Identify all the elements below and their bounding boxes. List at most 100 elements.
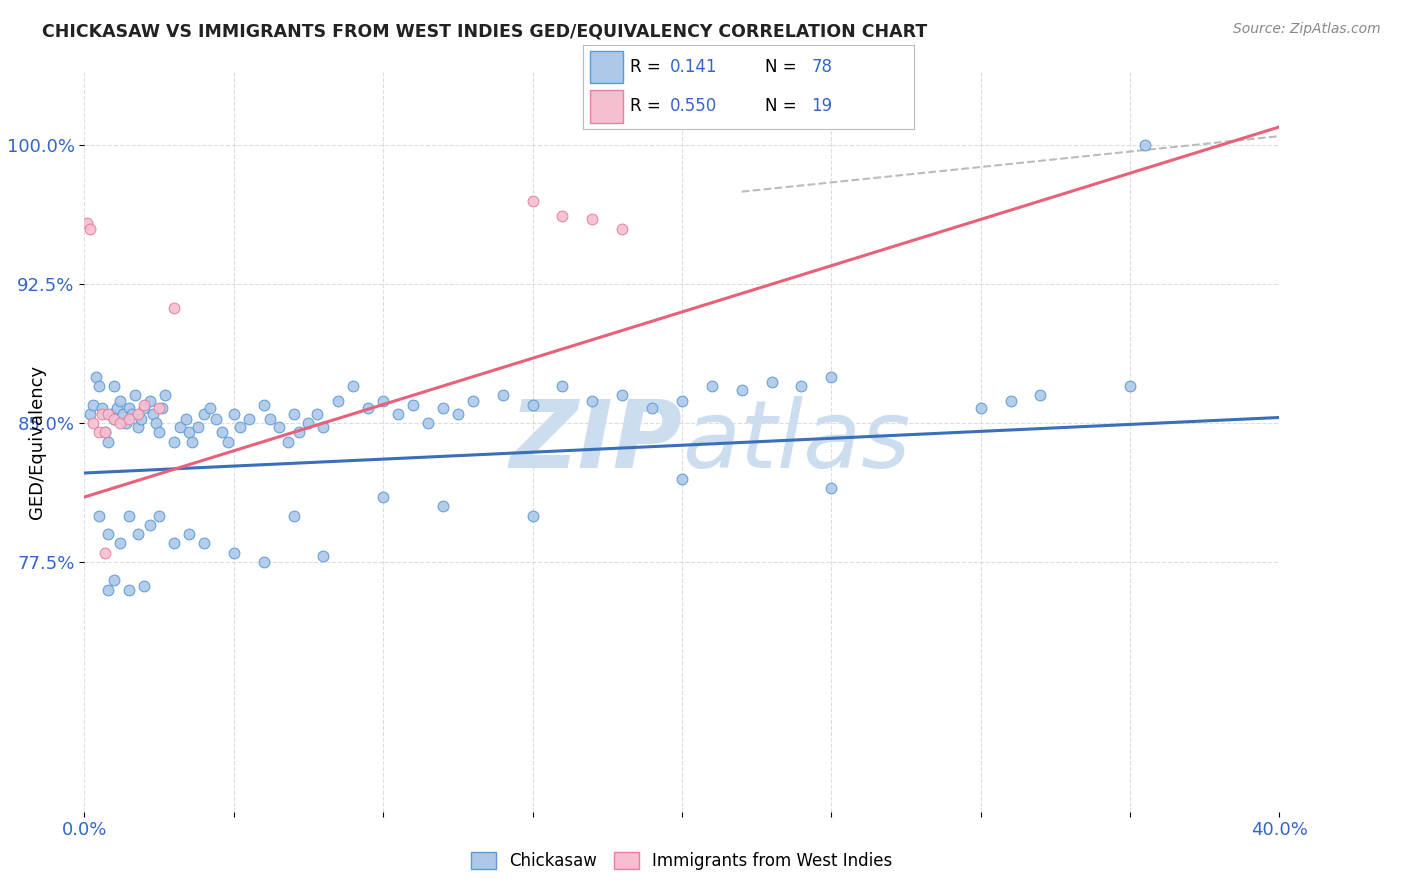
Point (127, 527, 149, 541)
Point (103, 379, 125, 393)
Point (94, 425, 117, 440)
Point (522, 194, 544, 208)
Text: N =: N = (765, 97, 801, 115)
Legend: Chickasaw, Immigrants from West Indies: Chickasaw, Immigrants from West Indies (471, 852, 893, 870)
Point (94, 545, 117, 559)
Point (328, 393, 350, 408)
Point (76, 216, 98, 230)
Point (129, 412, 152, 426)
Point (118, 508, 141, 523)
Text: atlas: atlas (682, 396, 910, 487)
Point (228, 419, 252, 434)
Point (132, 397, 156, 411)
Point (97, 434, 120, 449)
Point (1029, 388, 1052, 402)
Point (118, 412, 141, 426)
Point (110, 416, 132, 430)
Point (387, 407, 409, 421)
Point (761, 376, 783, 390)
Point (121, 407, 143, 421)
Point (103, 412, 125, 426)
Point (89, 425, 111, 440)
Point (193, 407, 215, 421)
Point (581, 393, 603, 408)
Point (312, 419, 335, 434)
Point (731, 383, 754, 397)
Point (612, 221, 634, 235)
Point (91, 407, 114, 421)
Point (522, 508, 544, 523)
Point (970, 401, 993, 416)
Point (193, 536, 215, 550)
Bar (591, 51, 623, 83)
Point (142, 407, 165, 421)
Point (461, 393, 484, 408)
Point (416, 416, 439, 430)
Point (373, 393, 395, 408)
Point (342, 379, 364, 393)
Point (820, 481, 842, 495)
Point (79, 407, 101, 421)
Text: 78: 78 (811, 58, 832, 76)
Point (105, 401, 128, 416)
Point (307, 407, 329, 421)
Point (118, 401, 141, 416)
Point (1119, 379, 1142, 393)
Point (205, 412, 228, 426)
Point (283, 407, 305, 421)
Point (163, 434, 186, 449)
Point (148, 401, 170, 416)
Point (267, 419, 290, 434)
Point (222, 407, 245, 421)
Point (211, 425, 233, 440)
Point (103, 412, 125, 426)
Point (283, 508, 305, 523)
Point (187, 419, 209, 434)
Point (148, 508, 170, 523)
Point (127, 419, 149, 434)
Text: CHICKASAW VS IMMIGRANTS FROM WEST INDIES GED/EQUIVALENCY CORRELATION CHART: CHICKASAW VS IMMIGRANTS FROM WEST INDIES… (42, 22, 928, 40)
Point (402, 397, 425, 411)
Point (177, 425, 200, 440)
Text: ZIP: ZIP (509, 395, 682, 488)
Text: GED/Equivalency: GED/Equivalency (28, 365, 45, 518)
Point (259, 412, 281, 426)
Point (820, 369, 842, 384)
Point (277, 434, 299, 449)
Point (174, 412, 197, 426)
Point (124, 388, 146, 402)
Point (790, 379, 813, 393)
Point (312, 549, 335, 564)
Point (1000, 393, 1022, 408)
Point (551, 379, 574, 393)
Point (79, 221, 101, 235)
Point (100, 407, 122, 421)
Point (612, 388, 634, 402)
Point (97, 527, 120, 541)
Point (103, 574, 125, 588)
Point (253, 555, 276, 569)
Point (150, 401, 173, 416)
Point (432, 500, 454, 514)
Bar (591, 90, 623, 122)
Point (97, 407, 120, 421)
Point (181, 434, 204, 449)
Point (641, 401, 664, 416)
Point (253, 397, 276, 411)
Point (522, 397, 544, 411)
Point (86, 369, 108, 384)
Point (217, 434, 239, 449)
Text: 0.550: 0.550 (669, 97, 717, 115)
Point (127, 407, 149, 421)
Point (447, 407, 470, 421)
Text: Source: ZipAtlas.com: Source: ZipAtlas.com (1233, 22, 1381, 37)
Point (145, 416, 167, 430)
Point (373, 490, 395, 504)
Point (581, 212, 603, 227)
Point (112, 407, 135, 421)
Point (91, 401, 114, 416)
Point (671, 471, 693, 485)
Point (1133, 138, 1156, 153)
Point (139, 393, 162, 408)
Point (169, 419, 191, 434)
